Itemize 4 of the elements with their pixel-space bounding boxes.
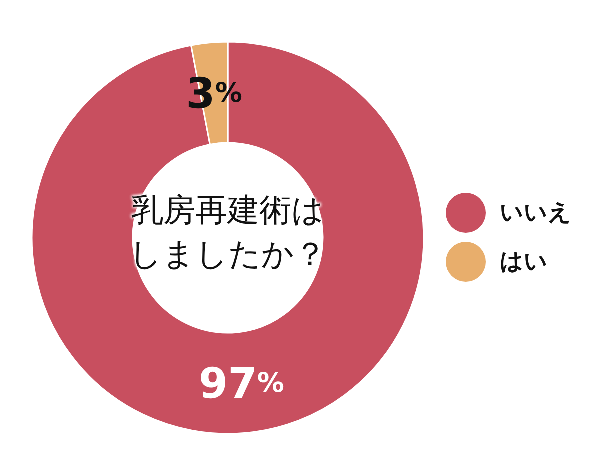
legend-label: はい [500, 248, 548, 277]
donut-slice [31, 41, 425, 435]
data-label: 97% [198, 358, 284, 408]
legend-label: いいえ [500, 199, 572, 228]
